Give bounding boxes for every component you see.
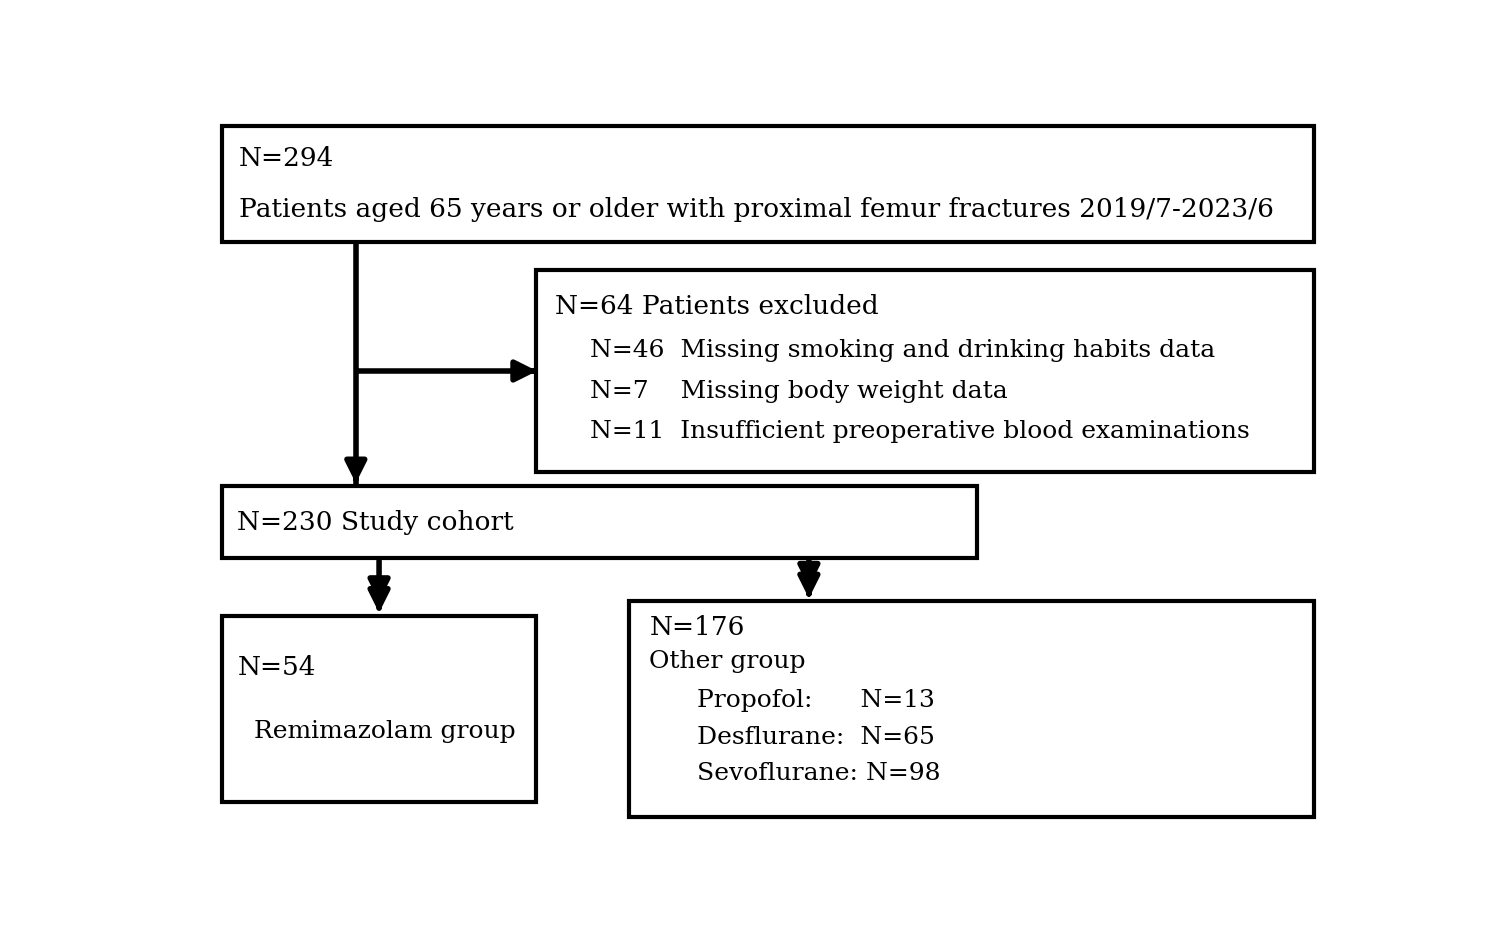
Bar: [222, 126, 1315, 242]
Text: Patients aged 65 years or older with proximal femur fractures 2019/7-2023/6: Patients aged 65 years or older with pro…: [238, 197, 1274, 221]
Text: Desflurane:  N=65: Desflurane: N=65: [697, 726, 935, 748]
Text: N=64 Patients excluded: N=64 Patients excluded: [555, 294, 878, 319]
Text: Remimazolam group: Remimazolam group: [253, 720, 516, 743]
Text: N=294: N=294: [238, 147, 334, 171]
Text: Other group: Other group: [649, 650, 806, 673]
Text: N=11  Insufficient preoperative blood examinations: N=11 Insufficient preoperative blood exa…: [591, 420, 1250, 443]
Bar: [222, 486, 977, 558]
Bar: [630, 601, 1315, 817]
Text: N=54: N=54: [238, 656, 316, 680]
Text: N=46  Missing smoking and drinking habits data: N=46 Missing smoking and drinking habits…: [591, 339, 1216, 362]
Text: N=230 Study cohort: N=230 Study cohort: [237, 510, 514, 534]
Text: Propofol:      N=13: Propofol: N=13: [697, 689, 935, 712]
Text: Sevoflurane: N=98: Sevoflurane: N=98: [697, 762, 941, 785]
Bar: [222, 616, 537, 802]
Bar: [537, 270, 1315, 472]
Text: N=176: N=176: [649, 615, 745, 640]
Text: N=7    Missing body weight data: N=7 Missing body weight data: [591, 379, 1009, 403]
